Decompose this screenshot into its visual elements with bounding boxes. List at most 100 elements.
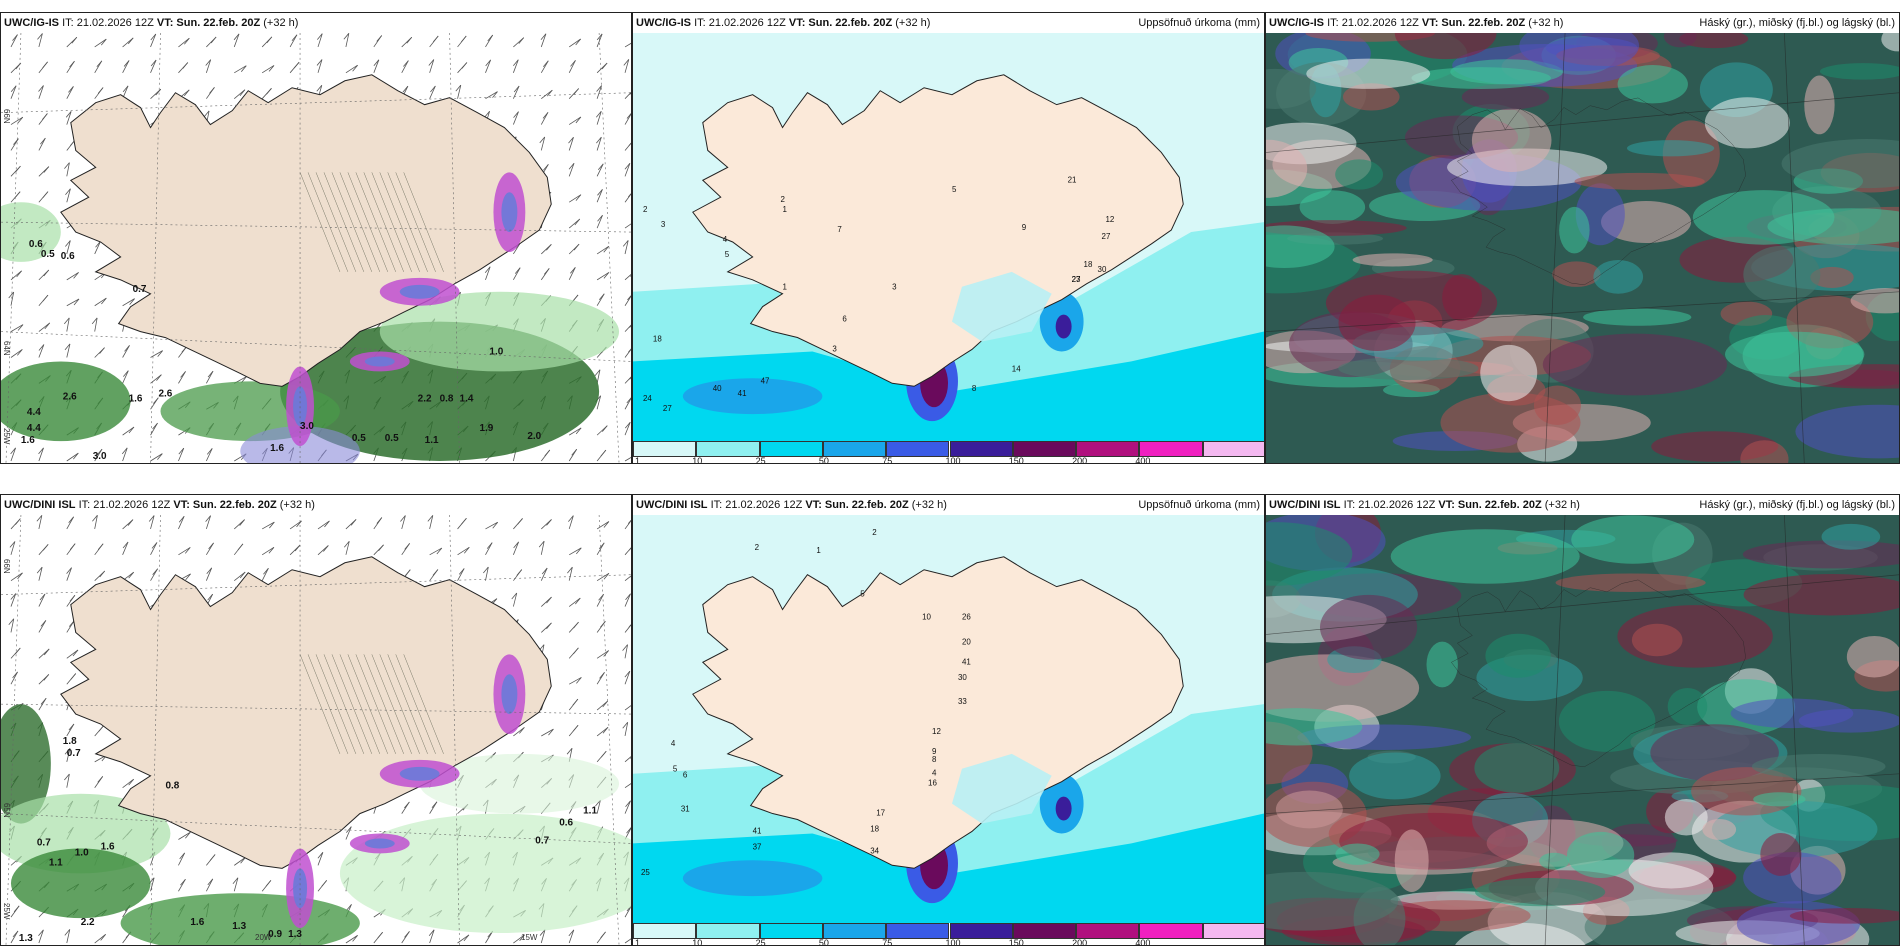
- cloud-layers: [1266, 515, 1899, 945]
- panel-header: UWC/DINI ISL IT: 21.02.2026 12Z VT: Sun.…: [1269, 499, 1580, 511]
- snow-value-label: 0.7: [535, 835, 549, 846]
- snow-value-label: 0.7: [37, 837, 51, 848]
- snow-value-label: 4.4: [27, 423, 41, 434]
- colorbar-legend: 1 10 25 50 75 100 150 200 400: [633, 923, 1264, 945]
- precip-value-label: 5: [952, 185, 957, 194]
- precip-value-label: 3: [661, 220, 666, 229]
- precip-value-label: 24: [643, 394, 652, 403]
- panel-header: UWC/DINI ISL IT: 21.02.2026 12Z VT: Sun.…: [636, 499, 947, 511]
- colorbar-label: 100: [945, 938, 961, 946]
- snow-value-label: 2.6: [63, 391, 77, 402]
- snow-value-label: 1.0: [75, 847, 89, 858]
- precip-value-label: 4: [932, 769, 937, 778]
- panel-title: Háský (gr.), miðský (fj.bl.) og lágský (…: [1699, 499, 1895, 511]
- precip-value-label: 25: [641, 868, 650, 877]
- colorbar-swatch: [759, 441, 823, 457]
- precip-value-label: 6: [842, 315, 847, 324]
- precip-value-label: 41: [962, 657, 971, 666]
- colorbar-swatch: [633, 923, 697, 939]
- ice-hatching: [299, 172, 444, 272]
- precip-value-label: 27: [663, 404, 672, 413]
- precip-value-label: 10: [922, 612, 931, 621]
- precip-value-label: 7: [837, 225, 842, 234]
- colorbar-swatch: [1012, 441, 1077, 457]
- colorbar-legend: 1 10 25 50 75 100 150 200 400: [633, 441, 1264, 463]
- colorbar-swatch: [1012, 923, 1077, 939]
- precip-value-label: 1: [783, 205, 788, 214]
- snow-value-label: 1.8: [63, 736, 77, 747]
- precip-value-label: 2: [643, 205, 648, 214]
- lon-label-25: 25W: [2, 903, 11, 920]
- colorbar-label: 400: [1135, 938, 1151, 946]
- precip-value-label: 3: [892, 283, 897, 292]
- colorbar-swatch: [949, 923, 1013, 939]
- precip-value-label: 4: [723, 235, 728, 244]
- colorbar-label: 150: [1008, 938, 1024, 946]
- lat-label-66: 66N: [2, 559, 11, 574]
- lat-label-64: 64N: [2, 341, 11, 356]
- precip-value-label: 18: [1084, 260, 1093, 269]
- precip-map-bottom: UWC/DINI ISL IT: 21.02.2026 12Z VT: Sun.…: [632, 494, 1265, 946]
- precip-value-label: 30: [1098, 265, 1107, 274]
- colorbar-swatch: [759, 923, 823, 939]
- colorbar-swatch: [822, 441, 887, 457]
- precip-value-label: 33: [958, 697, 967, 706]
- precip-value-label: 41: [738, 389, 747, 398]
- colorbar-label: 1: [635, 938, 641, 946]
- lon-label-15: 15W: [521, 933, 538, 942]
- snow-wind-map-bottom: UWC/DINI ISL IT: 21.02.2026 12Z VT: Sun.…: [0, 494, 632, 946]
- map-area[interactable]: 2 3 4 5 1 3 2 1 5 9 21 12 27 30 18 27 23 14 8 41 40 47 24 18 27 7…: [633, 33, 1264, 441]
- colorbar-label: 75: [882, 456, 893, 464]
- precip-value-label: 2: [781, 195, 786, 204]
- graticule: [1266, 33, 1899, 463]
- precip-value-label: 16: [928, 779, 937, 788]
- snow-map-svg: 1.80.70.80.71.01.61.11.30.9 1.32.2 1.60.70…: [1, 515, 631, 945]
- panel-title: Uppsöfnuð úrkoma (mm): [1138, 17, 1260, 29]
- cloud-layers: [1266, 33, 1899, 463]
- panel-header: UWC/DINI ISL IT: 21.02.2026 12Z VT: Sun.…: [4, 499, 315, 511]
- iceland-land: [692, 556, 1184, 869]
- precip-value-label: 18: [870, 824, 879, 833]
- colorbar-swatch: [633, 441, 697, 457]
- snow-value-label: 0.9: [268, 929, 282, 940]
- colorbar-swatch: [886, 923, 950, 939]
- precip-value-label: 21: [1068, 175, 1077, 184]
- colorbar-label: 10: [692, 456, 703, 464]
- cloud-map-svg: [1266, 515, 1899, 945]
- colorbar-label: 1: [635, 456, 641, 464]
- snow-value-label: 1.1: [425, 435, 439, 446]
- lon-label-20: 20W: [255, 933, 272, 942]
- map-area[interactable]: 1.8 0.7 0.8 0.7 1.0 1.6 1.1 1.3 0.9 1.3 2.2 1.6 0.7 0…: [1, 515, 631, 945]
- panel-header: UWC/IG-IS IT: 21.02.2026 12Z VT: Sun. 22…: [636, 17, 931, 29]
- snow-value-label: 2.2: [81, 917, 95, 928]
- snow-value-label: 3.0: [300, 421, 314, 432]
- precip-value-label: 18: [653, 334, 662, 343]
- snow-value-label: 1.1: [583, 806, 597, 817]
- cloud-map-svg: [1266, 33, 1899, 463]
- snow-value-label: 1.6: [21, 435, 35, 446]
- precip-value-label: 34: [870, 846, 879, 855]
- map-area[interactable]: [1266, 515, 1899, 945]
- precip-value-label: 37: [753, 842, 762, 851]
- precip-value-label: 27: [1102, 232, 1111, 241]
- precip-value-label: 9: [1022, 223, 1027, 232]
- precip-value-label: 1: [816, 546, 821, 555]
- map-area[interactable]: 2 1 5 10 26 20 41 30 33 12 9 8 4 16 17 18 34 37 41 31 25 6 5 4 2: [633, 515, 1264, 923]
- heavy-snow-areas: [286, 654, 526, 929]
- precip-value-label: 12: [932, 727, 941, 736]
- precip-value-label: 5: [860, 590, 865, 599]
- precip-value-label: 23: [1072, 275, 1081, 284]
- map-area[interactable]: [1266, 33, 1899, 463]
- precip-value-label: 26: [962, 612, 971, 621]
- colorbar-swatch: [1202, 441, 1264, 457]
- map-area[interactable]: 0.6 0.5 0.6 0.7 4.4 4.4 1.6 2.6 1.6 2.6 1.0 2.2 3.0 0…: [1, 33, 631, 463]
- precip-value-label: 17: [876, 809, 885, 818]
- colorbar-swatch: [1139, 923, 1203, 939]
- inland-precip: [951, 753, 1052, 824]
- lat-label-66: 66N: [2, 109, 11, 124]
- precip-value-label: 2: [755, 543, 760, 552]
- precip-value-label: 30: [958, 673, 967, 682]
- snow-value-label: 1.1: [49, 857, 63, 868]
- iceland-land: [60, 74, 552, 387]
